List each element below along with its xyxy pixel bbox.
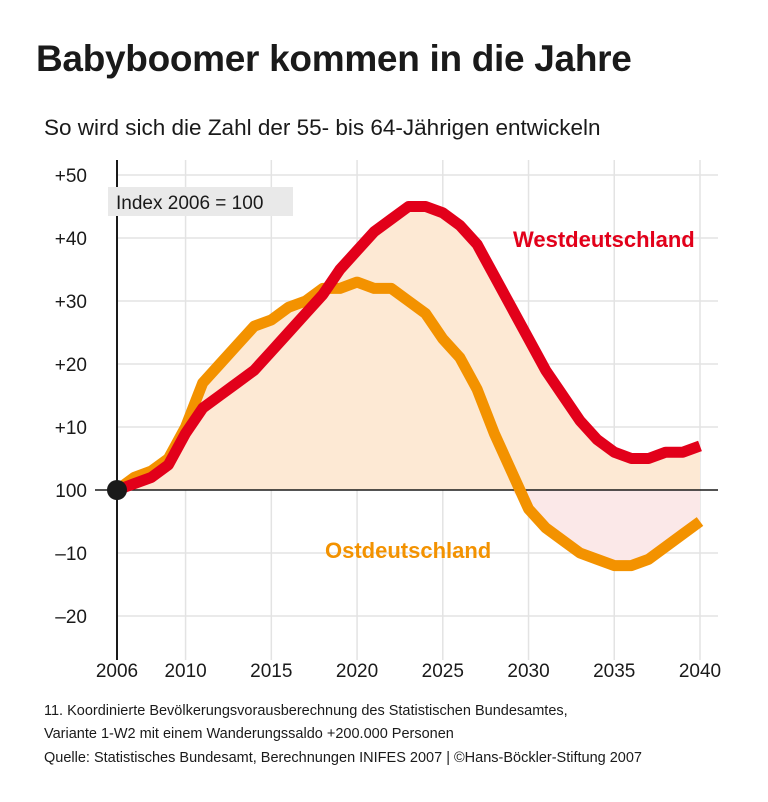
y-tick-label: +30 [55, 292, 87, 313]
area-fill-above [117, 206, 700, 490]
y-tick-label: 100 [55, 481, 87, 502]
x-tick-label: 2015 [250, 661, 292, 682]
series-label-east: Ostdeutschland [325, 538, 491, 563]
footnote-line-2: Variante 1-W2 mit einem Wanderungssaldo … [44, 726, 454, 742]
series-line-ostdeutschland [113, 276, 704, 572]
y-tick-label: +40 [55, 229, 87, 250]
x-tick-label: 2020 [336, 661, 378, 682]
series-label-west: Westdeutschland [513, 227, 695, 252]
x-tick-label: 2025 [422, 661, 464, 682]
y-tick-label: +50 [55, 166, 87, 187]
y-tick-label: –10 [55, 544, 87, 565]
origin-marker [107, 480, 127, 500]
series-line-westdeutschland [115, 201, 702, 496]
y-tick-label: +20 [55, 355, 87, 376]
x-tick-label: 2006 [96, 661, 138, 682]
y-tick-label: +10 [55, 418, 87, 439]
footnote-line-1: 11. Koordinierte Bevölkerungsvorausberec… [44, 703, 568, 719]
index-label: Index 2006 = 100 [116, 193, 263, 214]
x-tick-label: 2040 [679, 661, 721, 682]
index-label-bg [108, 187, 293, 216]
area-fill-below [117, 490, 700, 566]
x-tick-label: 2035 [593, 661, 635, 682]
source-line: Quelle: Statistisches Bundesamt, Berechn… [44, 750, 642, 766]
chart-title: Babyboomer kommen in die Jahre [36, 38, 632, 79]
chart-subtitle: So wird sich die Zahl der 55- bis 64-Jäh… [44, 115, 601, 140]
y-tick-label: –20 [55, 607, 87, 628]
x-tick-label: 2030 [507, 661, 549, 682]
x-tick-label: 2010 [164, 661, 206, 682]
